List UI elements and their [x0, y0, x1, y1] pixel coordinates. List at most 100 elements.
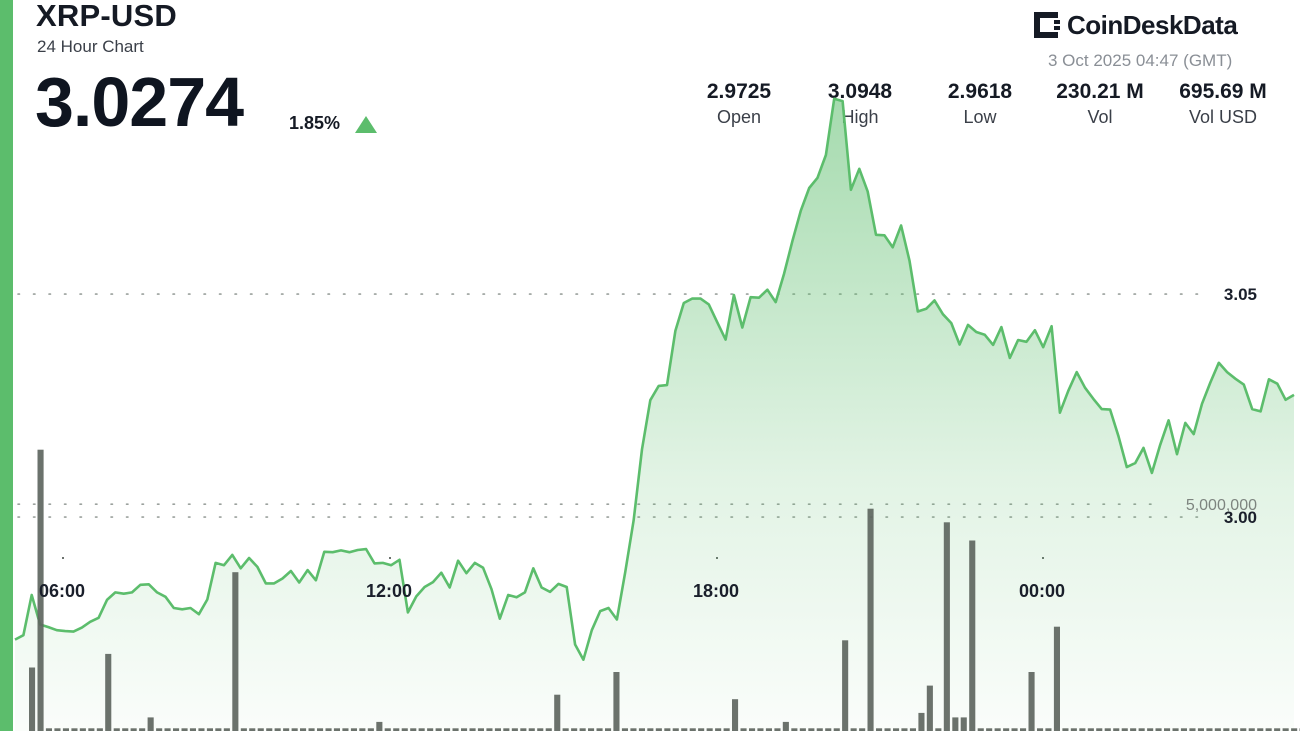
- price-change: 1.85%: [289, 113, 341, 133]
- volume-bar: [952, 717, 959, 731]
- volume-bar: [596, 728, 603, 731]
- volume-bar: [926, 685, 933, 731]
- volume-bar: [1020, 728, 1027, 731]
- volume-bar: [105, 653, 112, 731]
- volume-bar: [342, 728, 349, 731]
- volume-bar: [1138, 728, 1145, 731]
- volume-bar: [1121, 728, 1128, 731]
- volume-bar: [418, 728, 425, 731]
- volume-bar: [1037, 728, 1044, 731]
- volume-bar: [960, 717, 967, 731]
- volume-bar: [545, 728, 552, 731]
- volume-bar: [173, 728, 180, 731]
- volume-bar: [1113, 728, 1120, 731]
- volume-bar: [1045, 728, 1052, 731]
- stat-vol-usd: 695.69 M Vol USD: [1170, 80, 1276, 128]
- volume-bar: [452, 728, 459, 731]
- volume-bar: [1147, 728, 1154, 731]
- volume-bar: [715, 728, 722, 731]
- volume-bar: [749, 728, 756, 731]
- volume-bar: [613, 672, 620, 731]
- volume-bar: [350, 728, 357, 731]
- stat-value: 3.0948: [827, 80, 893, 103]
- volume-bar: [867, 508, 874, 731]
- volume-bar: [1265, 728, 1272, 731]
- volume-bar: [579, 728, 586, 731]
- volume-bar: [1189, 728, 1196, 731]
- volume-bar: [698, 728, 705, 731]
- volume-bar: [842, 640, 849, 731]
- volume-bar: [96, 728, 103, 731]
- volume-bar: [655, 728, 662, 731]
- volume-bar: [461, 728, 468, 731]
- volume-bar: [79, 728, 86, 731]
- volume-bar: [1197, 728, 1204, 731]
- stat-value: 695.69 M: [1179, 80, 1267, 103]
- volume-bar: [511, 728, 518, 731]
- volume-bar: [893, 728, 900, 731]
- volume-bar: [240, 728, 247, 731]
- volume-bar: [71, 728, 78, 731]
- volume-bar: [266, 728, 273, 731]
- volume-bar: [681, 728, 688, 731]
- volume-bar: [181, 728, 188, 731]
- stat-open: 2.9725 Open: [698, 80, 780, 128]
- volume-bar: [757, 728, 764, 731]
- volume-bar: [1248, 728, 1255, 731]
- volume-bar: [427, 728, 434, 731]
- volume-bar: [664, 728, 671, 731]
- volume-bar: [1079, 728, 1086, 731]
- volume-bar: [1155, 728, 1162, 731]
- volume-bar: [88, 728, 95, 731]
- volume-bar: [113, 728, 120, 731]
- x-tick-label: 18:00: [693, 581, 739, 601]
- volume-bar: [393, 728, 400, 731]
- volume-bar: [477, 728, 484, 731]
- volume-bar: [223, 728, 230, 731]
- volume-bar: [1180, 728, 1187, 731]
- volume-bar: [45, 728, 52, 731]
- volume-bar: [782, 721, 789, 731]
- price-line: [14, 97, 1295, 661]
- volume-bar: [1223, 728, 1230, 731]
- volume-bar: [291, 728, 298, 731]
- stat-label: Vol USD: [1188, 107, 1258, 127]
- volume-bar: [1096, 728, 1103, 731]
- volume-bar: [139, 728, 146, 731]
- chart-subtitle: 24 Hour Chart: [37, 37, 144, 56]
- volume-bar: [1240, 728, 1247, 731]
- volume-bar: [859, 728, 866, 731]
- volume-bar: [774, 728, 781, 731]
- volume-bar: [528, 728, 535, 731]
- volume-bar: [435, 728, 442, 731]
- triangle-up-icon: [355, 116, 377, 133]
- stat-value: 2.9618: [947, 80, 1013, 103]
- volume-bar: [630, 728, 637, 731]
- volume-bar: [833, 728, 840, 731]
- volume-bar: [147, 717, 154, 731]
- volume-bar: [444, 728, 451, 731]
- volume-bar: [816, 728, 823, 731]
- volume-bar: [732, 699, 739, 731]
- volume-bar: [1164, 728, 1171, 731]
- volume-bar: [1172, 728, 1179, 731]
- volume-bar: [308, 728, 315, 731]
- price-area: [15, 98, 1294, 731]
- volume-bar: [969, 540, 976, 731]
- volume-bar: [1130, 728, 1137, 731]
- stat-vol: 230.21 M Vol: [1046, 80, 1154, 128]
- volume-bar: [325, 728, 332, 731]
- volume-bar: [317, 728, 324, 731]
- volume-bar: [494, 728, 501, 731]
- volume-bar: [791, 728, 798, 731]
- volume-bar: [909, 728, 916, 731]
- volume-bar: [156, 728, 163, 731]
- volume-bar: [29, 667, 36, 731]
- volume-tick-label: 5,000,000: [1186, 497, 1257, 514]
- volume-bar: [189, 728, 196, 731]
- volume-bar: [884, 728, 891, 731]
- volume-bar: [283, 728, 290, 731]
- volume-bar: [765, 728, 772, 731]
- stat-high: 3.0948 High: [818, 80, 902, 128]
